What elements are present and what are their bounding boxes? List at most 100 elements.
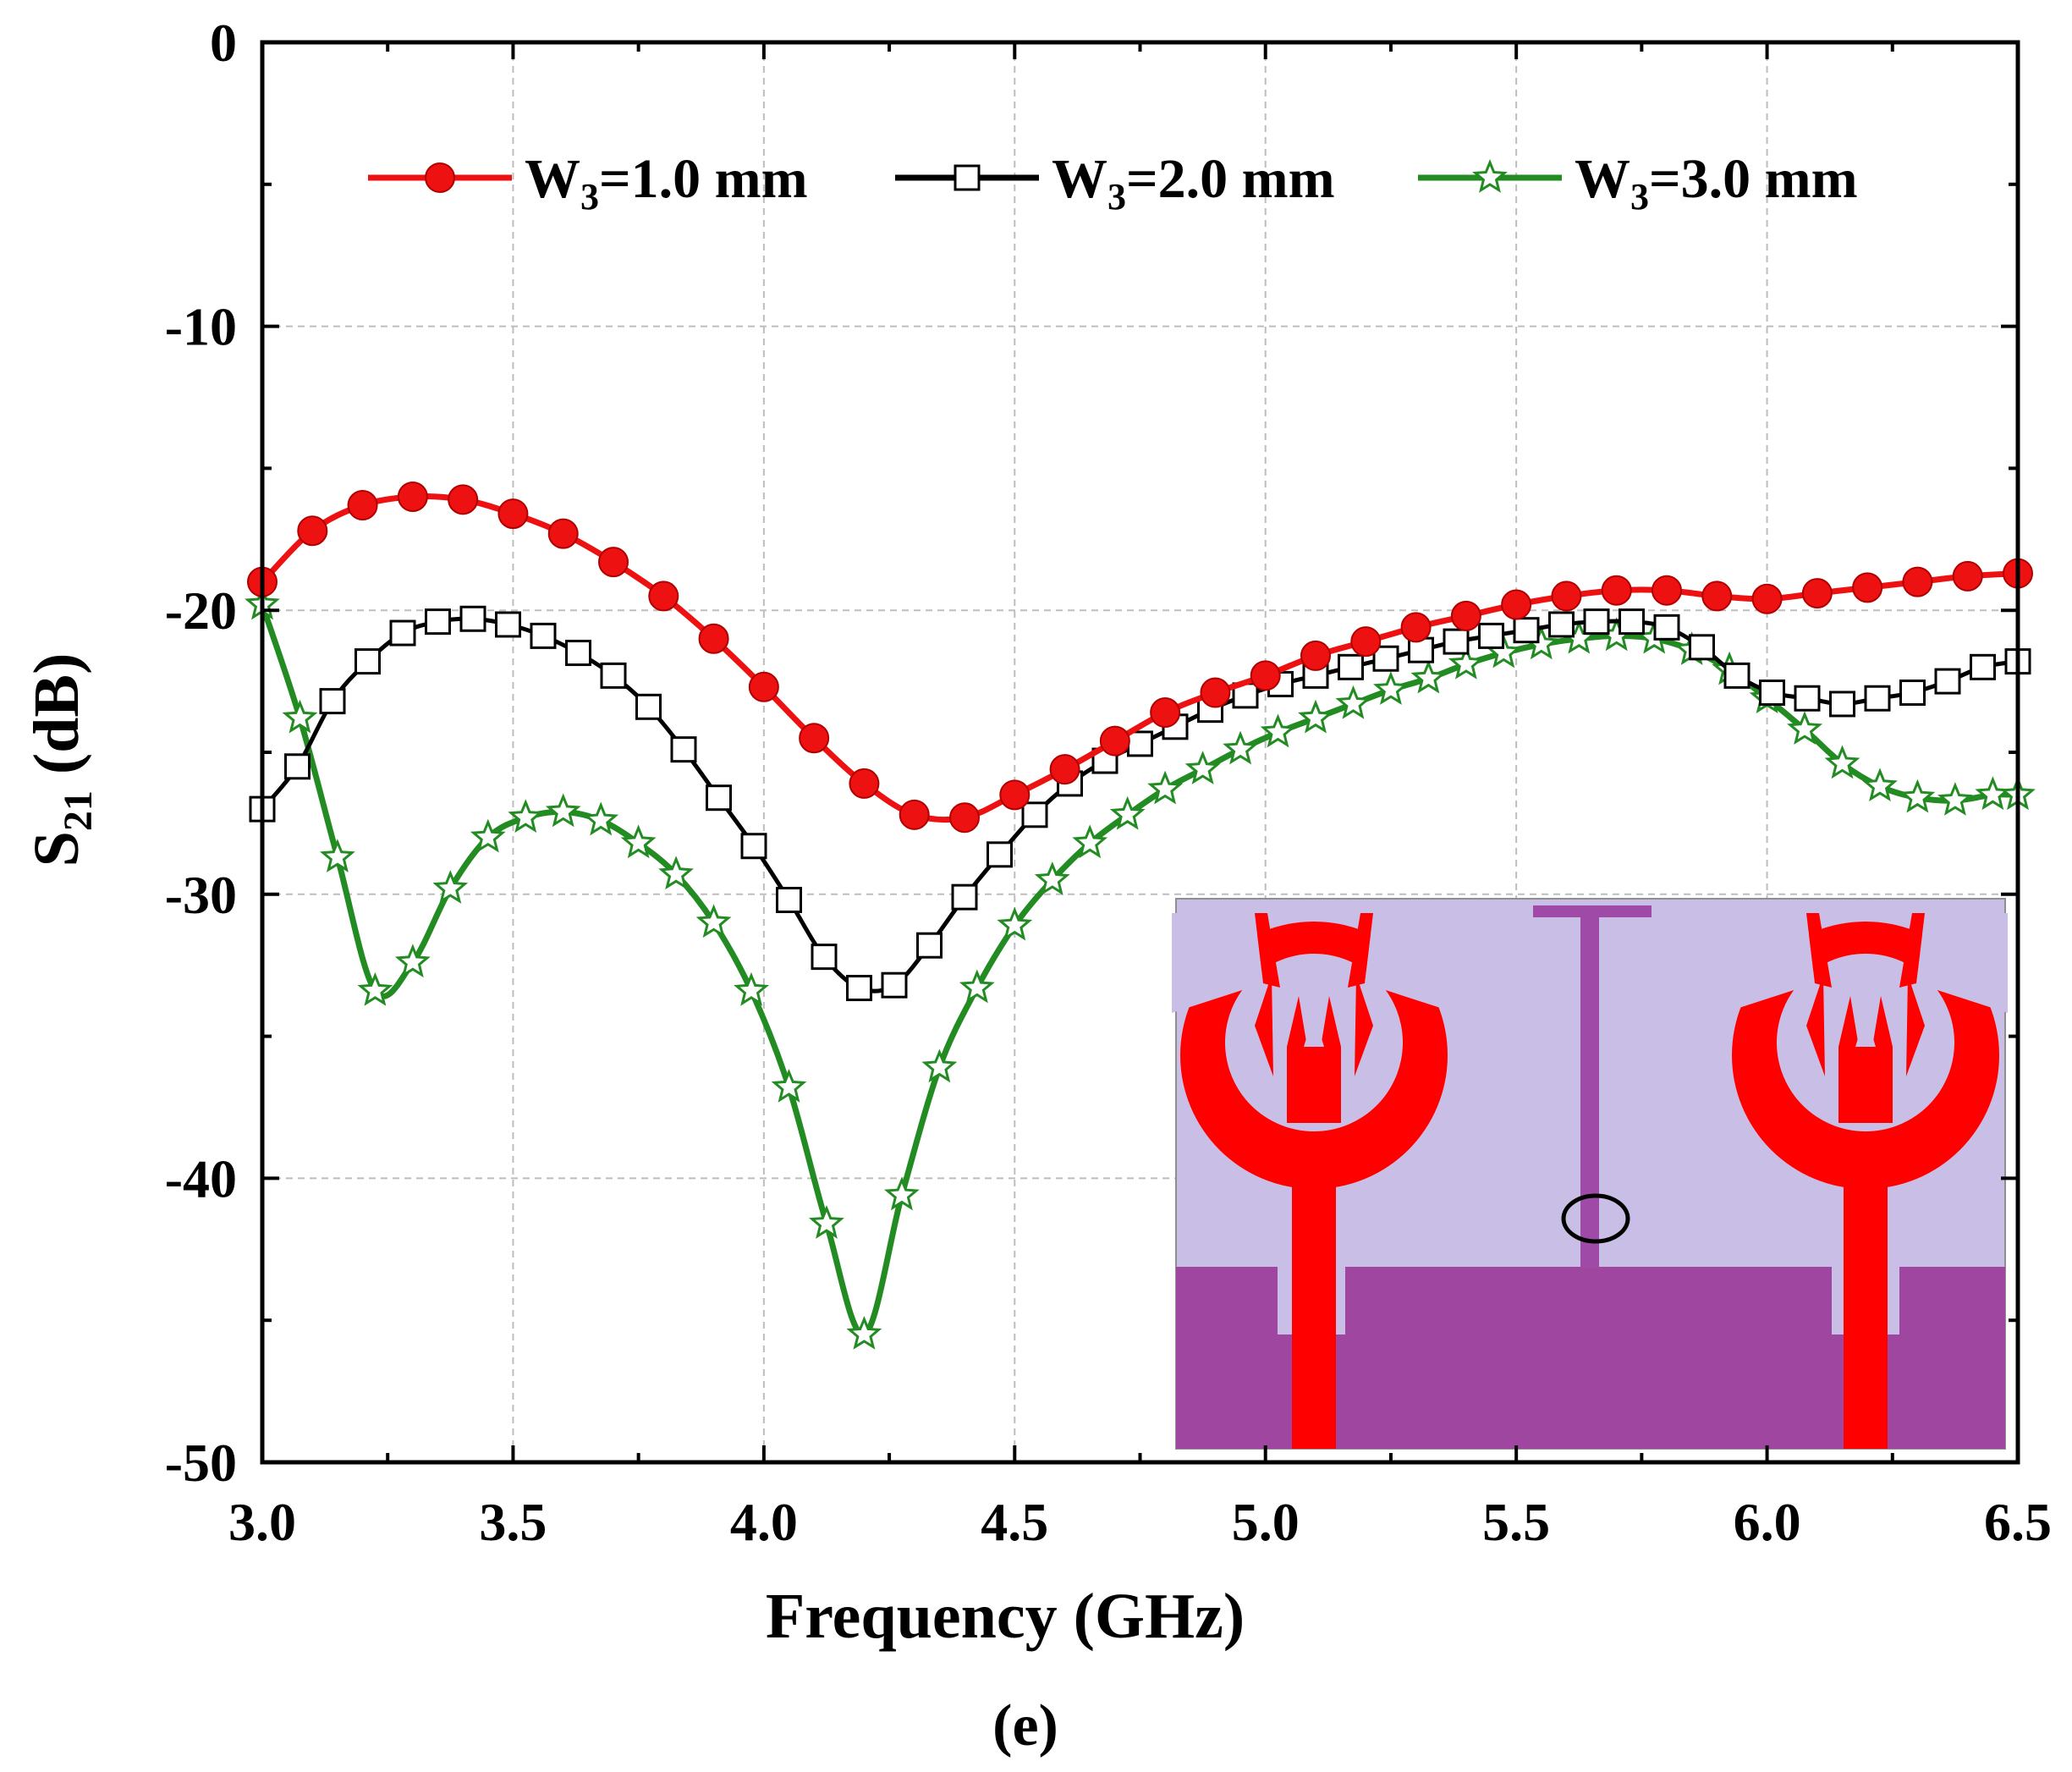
data-point-star — [1260, 713, 1296, 748]
data-point-circle — [598, 547, 629, 578]
data-point-circle — [1801, 578, 1833, 609]
data-point-square — [425, 608, 451, 636]
data-point-square — [740, 833, 767, 860]
data-point-circle — [849, 768, 880, 799]
data-point-square — [951, 883, 978, 911]
data-point-square — [916, 932, 943, 959]
x-tick-label: 5.5 — [1482, 1492, 1550, 1552]
data-point-square — [565, 640, 591, 667]
inset-patch-center-fork — [1838, 996, 1893, 1123]
x-tick-label: 4.0 — [730, 1492, 798, 1552]
data-point-star — [508, 799, 544, 834]
data-point-circle — [1601, 575, 1632, 606]
data-point-star — [1147, 770, 1184, 805]
data-point-square — [1759, 680, 1785, 707]
y-tick-label: -20 — [165, 581, 237, 641]
inset-patch-notch-left — [1172, 913, 1263, 1013]
y-axis-title-main: S — [21, 831, 92, 867]
inset-patch-inner-left — [1255, 975, 1273, 1076]
data-point-star — [771, 1069, 807, 1103]
inset-patch-notch-right — [1916, 913, 2008, 1013]
data-point-square — [1127, 730, 1153, 757]
inset-patch-right — [1723, 913, 2008, 1449]
data-point-circle — [1400, 612, 1432, 643]
data-point-circle — [297, 515, 328, 547]
data-point-circle — [1652, 575, 1682, 606]
inset-patch-prong-left — [1806, 913, 1832, 988]
data-point-circle — [1350, 626, 1382, 658]
data-point-star — [1034, 861, 1070, 895]
data-point-star — [1223, 730, 1258, 765]
svg-text:S21 (dB): S21 (dB) — [21, 653, 101, 867]
data-point-star — [1937, 782, 1973, 816]
data-point-circle — [497, 498, 529, 530]
data-point-star — [320, 839, 355, 872]
y-axis-title-sub: 21 — [56, 790, 101, 831]
data-point-circle — [1751, 583, 1783, 614]
data-point-star — [1109, 795, 1146, 830]
data-point-circle — [1300, 640, 1331, 671]
data-point-square — [1934, 668, 1961, 695]
data-point-square — [635, 693, 662, 720]
data-point-square — [495, 611, 521, 638]
data-point-square — [1548, 611, 1575, 638]
data-point-star — [1072, 824, 1108, 859]
data-point-square — [881, 971, 908, 999]
y-tick-label: 0 — [210, 13, 237, 73]
data-point-circle — [1200, 677, 1231, 708]
data-point-circle — [1501, 589, 1532, 620]
data-point-star — [394, 944, 431, 978]
x-tick-label: 5.0 — [1232, 1492, 1300, 1552]
x-tick-label: 4.5 — [981, 1492, 1048, 1552]
data-point-star — [620, 824, 657, 859]
inset-patch-left — [1172, 913, 1456, 1449]
data-point-circle — [1250, 660, 1281, 691]
data-point-circle — [648, 581, 679, 612]
data-point-star — [1410, 659, 1447, 694]
data-point-star — [1448, 646, 1484, 680]
data-point-star — [1861, 768, 1898, 801]
data-point-star — [1472, 159, 1508, 193]
data-point-square — [284, 753, 311, 780]
data-point-star — [1184, 751, 1221, 784]
legend-label: W3=1.0 mm — [525, 148, 808, 217]
data-point-star — [658, 856, 694, 890]
data-point-square — [459, 605, 486, 632]
legend-item: W3=2.0 mm — [895, 148, 1335, 217]
data-point-square — [1864, 685, 1891, 712]
inset-patch-center-slot — [1855, 1013, 1876, 1047]
data-point-square — [706, 784, 732, 812]
series-layer — [245, 481, 2036, 1350]
data-point-star — [583, 801, 619, 836]
data-point-square — [1443, 628, 1470, 655]
x-tick-label: 6.5 — [1984, 1492, 2052, 1552]
inset-patch-prong-left — [1255, 913, 1280, 988]
y-tick-label: -40 — [165, 1148, 237, 1208]
y-tick-label: -30 — [165, 865, 237, 925]
data-point-star — [997, 906, 1033, 941]
inset-patch-prong-right — [1899, 913, 1925, 988]
data-point-circle — [1551, 581, 1582, 612]
data-point-square — [1619, 608, 1645, 636]
data-point-star — [1373, 671, 1409, 705]
data-point-square — [987, 841, 1013, 868]
legend-item: W3=3.0 mm — [1418, 148, 1858, 217]
data-point-circle — [1450, 600, 1481, 631]
data-point-star — [432, 870, 469, 904]
inset-patch-notch-right — [1365, 913, 1456, 1013]
legend-label: W3=3.0 mm — [1575, 148, 1858, 217]
data-point-star — [1899, 779, 1936, 813]
data-point-circle — [397, 481, 428, 512]
inset-patch-prong-right — [1348, 913, 1373, 988]
data-point-square — [600, 662, 627, 689]
data-point-circle — [748, 671, 779, 702]
data-point-square — [530, 622, 557, 649]
data-point-circle — [1099, 725, 1130, 757]
data-point-square — [776, 887, 802, 914]
data-point-circle — [547, 518, 579, 549]
data-point-square — [1899, 680, 1926, 707]
data-point-circle — [799, 723, 830, 754]
data-point-star — [282, 699, 318, 734]
data-point-circle — [448, 484, 479, 515]
